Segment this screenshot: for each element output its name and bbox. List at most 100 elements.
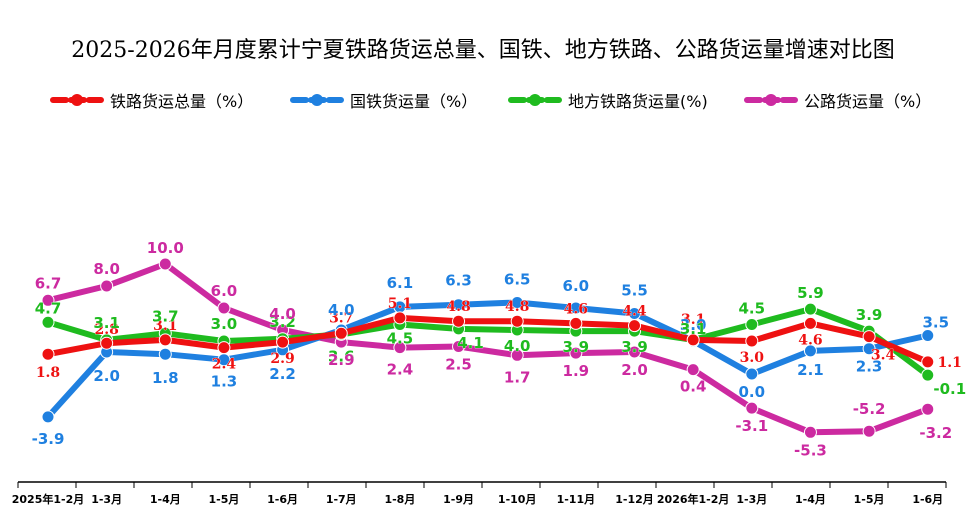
data-point xyxy=(158,257,172,271)
data-label: 0.4 xyxy=(680,378,707,396)
data-label: 1.8 xyxy=(36,365,60,381)
data-point xyxy=(803,302,817,316)
data-point xyxy=(862,424,876,438)
data-label: 1.1 xyxy=(938,355,962,371)
data-label: 4.8 xyxy=(505,299,529,315)
data-label: 2.0 xyxy=(621,361,648,379)
series-line xyxy=(45,299,931,420)
legend-label: 地方铁路货运量(%) xyxy=(568,92,708,111)
data-label: 4.5 xyxy=(739,300,766,318)
data-label: 3.0 xyxy=(740,350,765,366)
legend-swatch xyxy=(50,94,104,106)
data-point xyxy=(100,336,114,350)
x-tick-label: 2025年1-2月 xyxy=(12,492,85,506)
chart-title: 2025-2026年月度累计宁夏铁路货运总量、国铁、地方铁路、公路货运量增速对比… xyxy=(71,38,895,63)
series-0 xyxy=(41,311,935,369)
x-tick-label: 1-6月 xyxy=(267,493,298,506)
legend-swatch xyxy=(508,94,562,106)
data-label: 2.2 xyxy=(269,365,296,383)
data-label: 0.0 xyxy=(739,383,766,401)
data-point xyxy=(803,344,817,358)
legend-item: 地方铁路货运量(%) xyxy=(508,88,708,112)
x-tick-label: 1-3月 xyxy=(736,493,767,506)
x-tick-label: 1-4月 xyxy=(795,493,826,506)
data-label: 2.8 xyxy=(94,322,118,338)
x-tick-label: 1-6月 xyxy=(912,493,943,506)
data-point xyxy=(803,316,817,330)
x-tick-label: 1-5月 xyxy=(209,493,240,506)
legend-item: 国铁货运量（%） xyxy=(290,88,477,112)
data-label: 6.5 xyxy=(504,271,531,289)
data-point xyxy=(569,301,583,315)
legend-item: 公路货运量（%） xyxy=(744,88,931,112)
data-label: 2.4 xyxy=(212,357,237,373)
data-label: 2.9 xyxy=(270,351,294,367)
data-label: 3.9 xyxy=(621,338,648,356)
data-point xyxy=(921,402,935,416)
data-label: 3.6 xyxy=(328,347,355,365)
data-label: 1.7 xyxy=(504,368,531,386)
data-point xyxy=(393,341,407,355)
data-label: 2.4 xyxy=(387,361,414,379)
x-tick-label: 1-11月 xyxy=(557,493,596,506)
data-point xyxy=(745,367,759,381)
data-label: 6.3 xyxy=(445,272,472,290)
data-point xyxy=(217,301,231,315)
data-point xyxy=(41,347,55,361)
data-point xyxy=(569,346,583,360)
data-label: 8.0 xyxy=(93,260,120,278)
x-tick-label: 1-8月 xyxy=(384,493,415,506)
data-point xyxy=(745,401,759,415)
data-point xyxy=(510,348,524,362)
data-label: 4.0 xyxy=(269,305,296,323)
data-point xyxy=(569,316,583,330)
data-point xyxy=(41,315,55,329)
legend-swatch xyxy=(290,94,344,106)
data-label: 4.7 xyxy=(35,299,62,317)
x-tick-label: 1-9月 xyxy=(443,493,474,506)
series-line xyxy=(45,306,931,379)
data-label: 5.1 xyxy=(388,296,412,312)
data-label: 1.8 xyxy=(152,369,179,387)
data-point xyxy=(334,326,348,340)
series-2 xyxy=(41,302,935,382)
data-label: 3.1 xyxy=(680,320,707,338)
data-label: 4.1 xyxy=(457,334,484,352)
data-point xyxy=(452,340,466,353)
series-line xyxy=(45,314,931,365)
data-point xyxy=(158,347,172,361)
data-label: -5.2 xyxy=(853,400,886,418)
data-point xyxy=(921,368,935,382)
data-label: 6.0 xyxy=(211,282,238,300)
data-label: 2.1 xyxy=(797,361,824,379)
data-label: -3.9 xyxy=(32,430,65,448)
data-point xyxy=(510,296,524,309)
x-tick-label: 1-4月 xyxy=(150,493,181,506)
data-label: 3.1 xyxy=(93,314,120,332)
data-label: 2.0 xyxy=(93,367,120,385)
data-point xyxy=(686,363,700,377)
data-label: 4.5 xyxy=(387,330,414,348)
x-tick-label: 1-10月 xyxy=(498,493,537,506)
data-point xyxy=(686,333,700,347)
data-point xyxy=(393,311,407,325)
data-point xyxy=(745,334,759,348)
data-label: 4.6 xyxy=(798,332,822,348)
data-point xyxy=(452,314,466,328)
data-label: -5.3 xyxy=(794,441,827,459)
data-point xyxy=(217,341,231,355)
data-label: 4.4 xyxy=(622,304,647,320)
data-label: 4.6 xyxy=(564,301,588,317)
data-label: -0.1 xyxy=(933,380,966,398)
data-point xyxy=(276,335,290,349)
data-label: 6.1 xyxy=(387,274,414,292)
data-point xyxy=(921,329,935,342)
x-tick-label: 1-3月 xyxy=(91,493,122,506)
legend-label: 铁路货运总量（%） xyxy=(110,92,254,111)
data-label: 3.4 xyxy=(871,348,896,364)
data-point xyxy=(41,410,55,424)
data-label: 10.0 xyxy=(147,239,184,257)
data-point xyxy=(628,319,641,333)
data-label: 2.3 xyxy=(856,358,883,376)
